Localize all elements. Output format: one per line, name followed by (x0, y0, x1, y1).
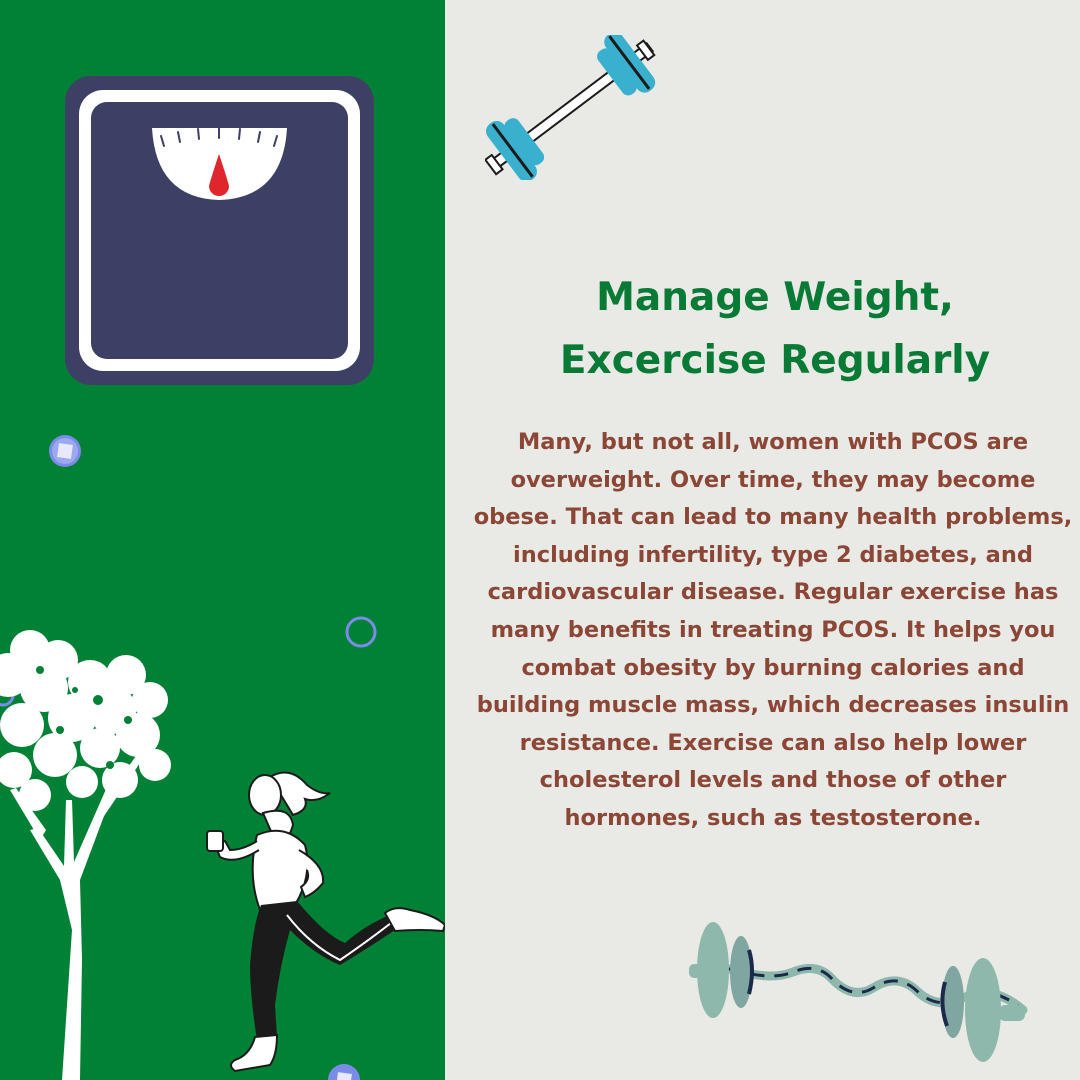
right-content-panel: Manage Weight, Excercise Regularly Many,… (445, 0, 1080, 1080)
woman-running-icon (206, 771, 445, 1073)
title-line-1: Manage Weight, (596, 275, 954, 320)
ring-dot-icon (345, 616, 377, 648)
page-title: Manage Weight, Excercise Regularly (445, 266, 1080, 392)
square-dot-icon (49, 435, 81, 467)
dumbbell-icon (485, 35, 656, 180)
square-dot-icon (328, 1064, 360, 1080)
body-paragraph: Many, but not all, women with PCOS are o… (473, 429, 1073, 831)
tree-icon (0, 630, 171, 1080)
bathroom-scale-icon (65, 76, 374, 385)
left-illustration-panel (0, 0, 445, 1080)
curl-bar-icon (689, 922, 1028, 1062)
title-line-2: Excercise Regularly (559, 338, 991, 383)
